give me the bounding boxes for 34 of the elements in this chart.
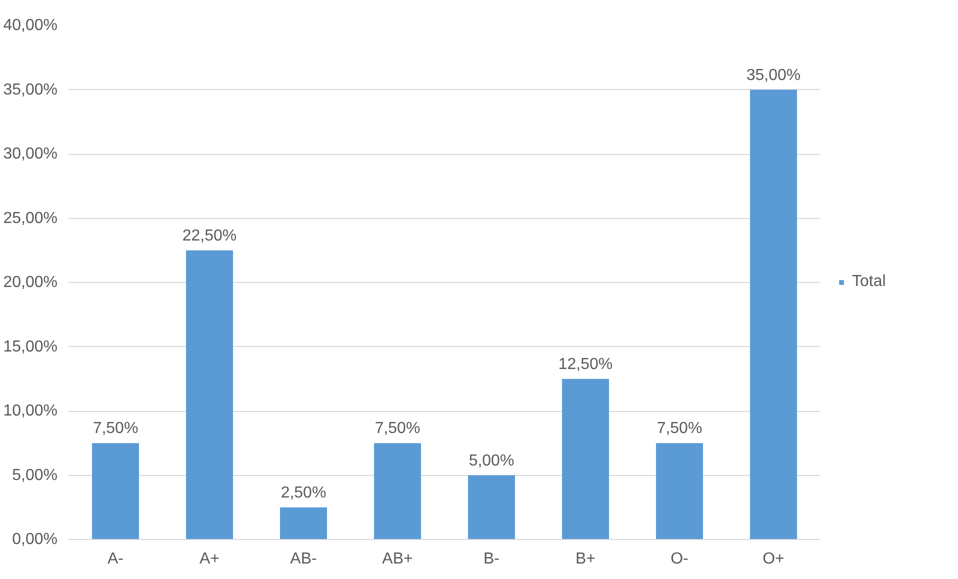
data-label: 22,50% <box>182 227 237 244</box>
bar <box>92 443 139 540</box>
bar <box>186 250 233 540</box>
bar <box>280 507 327 540</box>
x-tick-label: O+ <box>762 550 784 568</box>
y-tick-label: 30,00% <box>3 146 58 162</box>
y-tick-label: 15,00% <box>3 338 58 356</box>
x-tick-label: A+ <box>199 550 220 568</box>
bar <box>750 90 797 540</box>
x-tick-label: A- <box>108 550 124 568</box>
data-label: 12,50% <box>558 356 613 373</box>
legend-label: Total <box>852 273 886 291</box>
y-tick-label: 25,00% <box>3 210 58 227</box>
data-label: 7,50% <box>374 420 420 438</box>
data-label: 2,50% <box>280 484 326 502</box>
data-label: 7,50% <box>92 420 138 438</box>
bar <box>468 475 515 540</box>
x-tick-label: B+ <box>575 550 596 568</box>
data-label: 5,00% <box>468 452 514 470</box>
bar <box>656 443 703 540</box>
y-tick-label: 35,00% <box>3 81 58 98</box>
y-tick-label: 20,00% <box>3 274 58 291</box>
x-tick-label: B- <box>484 550 500 568</box>
data-label: 35,00% <box>746 66 801 84</box>
y-tick-label: 5,00% <box>12 466 58 484</box>
data-label: 7,50% <box>656 420 702 438</box>
x-tick-label: O- <box>670 550 688 568</box>
x-tick-label: AB+ <box>382 550 413 568</box>
y-tick-label: 10,00% <box>3 402 58 420</box>
bar <box>374 443 421 540</box>
y-tick-label: 40,00% <box>3 17 58 34</box>
y-tick-label: 0,00% <box>12 531 58 548</box>
x-tick-label: AB- <box>290 550 317 568</box>
bar <box>562 378 609 540</box>
